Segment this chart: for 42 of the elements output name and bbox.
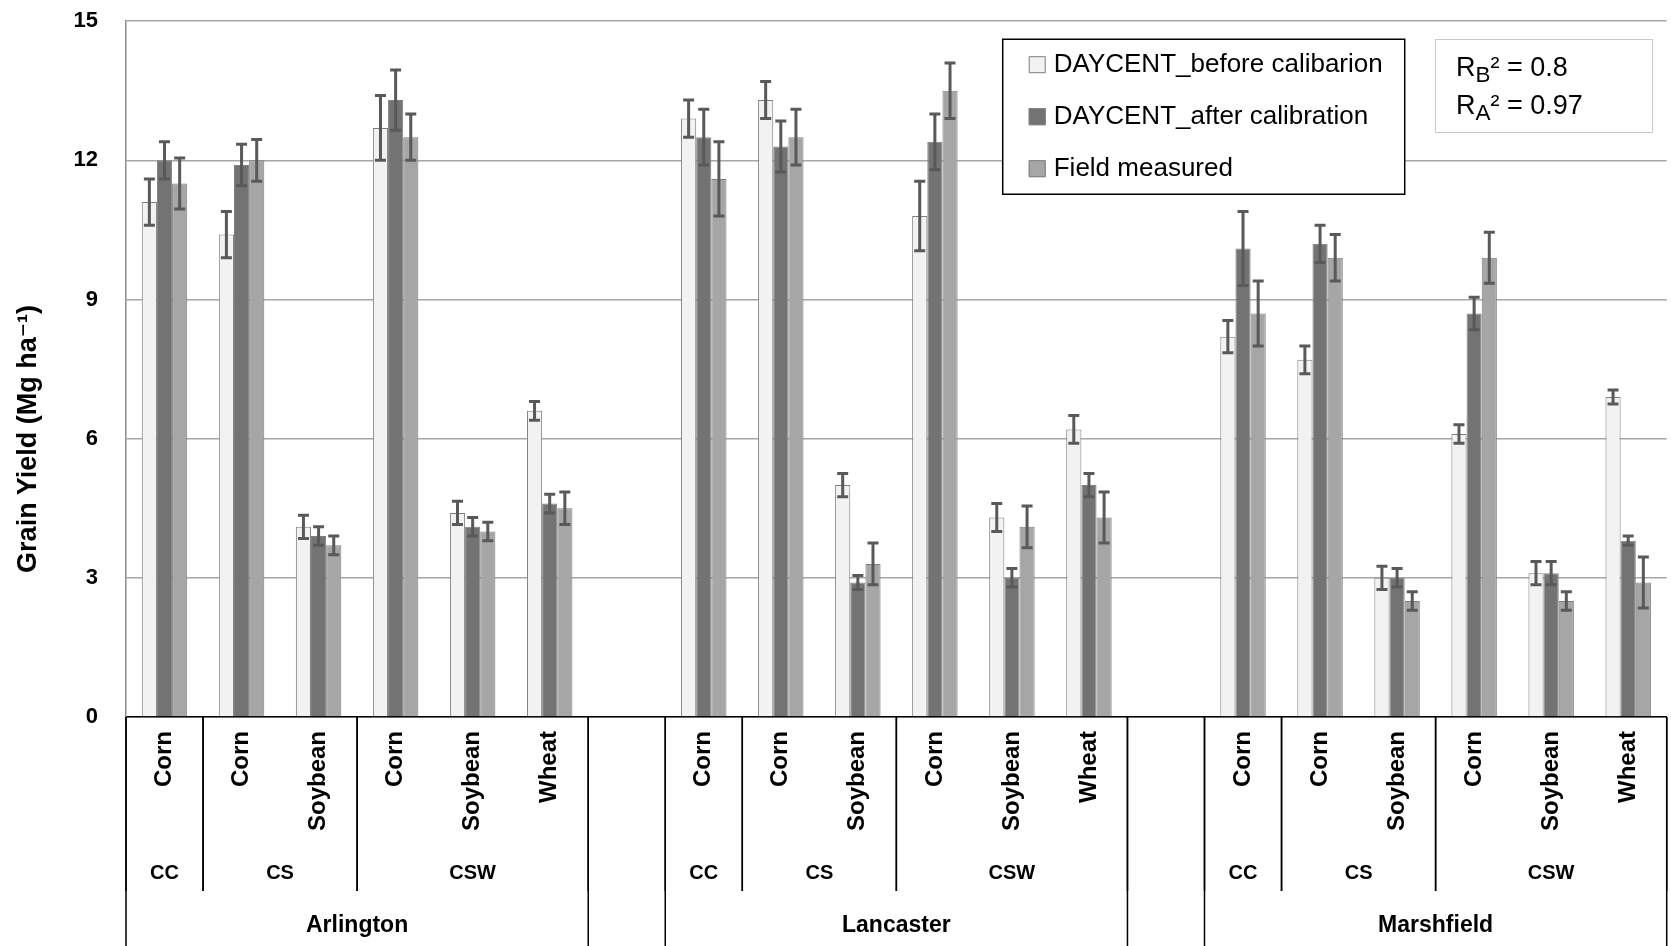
legend-label: Field measured bbox=[1053, 152, 1233, 183]
x-tick-label: Corn bbox=[688, 731, 716, 787]
text: CS bbox=[266, 860, 294, 883]
x-tick-label: Corn bbox=[765, 731, 793, 787]
annotation: R$_{B}$² = 0.8 bbox=[1456, 51, 1568, 88]
x-tick-label: Soybean bbox=[996, 731, 1024, 832]
text: Marshfield bbox=[1378, 911, 1494, 938]
x-tick-label: Soybean bbox=[457, 731, 485, 832]
x-tick-label: Corn bbox=[1458, 731, 1486, 787]
text: CSW bbox=[449, 860, 497, 883]
y-tick-label: 15 bbox=[73, 7, 98, 33]
x-tick-label: Wheat bbox=[1612, 730, 1640, 803]
annotation: R$_{A}$² = 0.97 bbox=[1456, 89, 1583, 126]
text: Arlington bbox=[306, 911, 409, 938]
y-tick-label: 0 bbox=[85, 703, 98, 729]
x-tick-label: Soybean bbox=[1535, 731, 1563, 832]
x-tick-label: Corn bbox=[1304, 731, 1332, 787]
y-tick-label: 6 bbox=[85, 424, 98, 450]
text: CS bbox=[805, 860, 834, 883]
x-tick-label: Wheat bbox=[534, 730, 562, 803]
x-tick-label: Corn bbox=[1227, 731, 1255, 787]
legend-label: DAYCENT_before calibarion bbox=[1053, 48, 1383, 79]
x-tick-label: Soybean bbox=[303, 731, 331, 832]
x-tick-label: Corn bbox=[149, 731, 177, 787]
text: Lancaster bbox=[842, 911, 951, 938]
x-tick-label: Corn bbox=[919, 731, 947, 787]
text: CSW bbox=[1527, 860, 1575, 883]
text: CC bbox=[1228, 860, 1258, 883]
text: CC bbox=[689, 860, 719, 883]
text: CSW bbox=[988, 860, 1036, 883]
legend-label: DAYCENT_after calibration bbox=[1053, 100, 1369, 131]
y-tick-label: 12 bbox=[73, 146, 98, 172]
y-tick-label: 3 bbox=[85, 563, 98, 589]
text: CC bbox=[150, 860, 179, 883]
x-tick-label: Wheat bbox=[1073, 730, 1101, 803]
x-tick-label: Soybean bbox=[842, 731, 870, 832]
x-tick-label: Corn bbox=[380, 731, 408, 787]
y-axis-title: Grain Yield (Mg ha⁻¹) bbox=[12, 305, 43, 573]
x-tick-label: Soybean bbox=[1381, 731, 1409, 832]
text: CS bbox=[1344, 860, 1373, 883]
x-tick-label: Corn bbox=[226, 731, 254, 787]
y-tick-label: 9 bbox=[85, 285, 98, 311]
